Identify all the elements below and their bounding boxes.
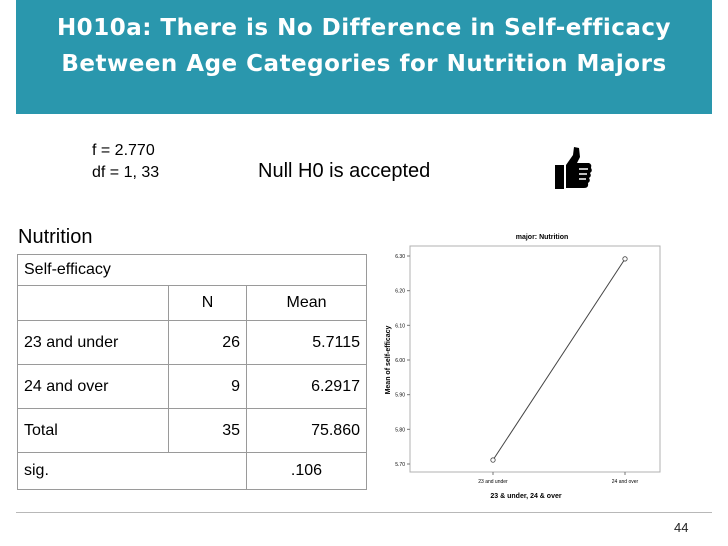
row-n: 9 [168, 364, 247, 409]
test-statistics: f = 2.770 df = 1, 33 [92, 140, 159, 184]
sig-label: sig. [17, 452, 247, 490]
series-line [490, 256, 628, 463]
column-header-mean: Mean [246, 285, 367, 321]
y-tick-label: 6.00 [395, 358, 405, 364]
table-row: 23 and under 26 5.7115 [17, 320, 367, 365]
thumbs-up-icon [555, 147, 592, 189]
f-statistic: f = 2.770 [92, 142, 155, 159]
x-tick-label: 24 and over [612, 479, 639, 485]
slide-title: H010a: There is No Difference in Self-ef… [56, 15, 672, 77]
y-tick-label: 5.80 [395, 427, 405, 433]
footer-rule [16, 512, 712, 513]
x-axis: 23 and under 24 and over [478, 472, 639, 485]
row-label: 23 and under [17, 320, 169, 365]
row-n: 35 [168, 408, 247, 453]
descriptives-table: Self-efficacy N Mean 23 and under 26 5.7… [17, 254, 367, 490]
y-tick-label: 5.70 [395, 462, 405, 468]
y-axis: 5.70 5.80 5.90 6.00 6.10 6.20 6.30 [395, 254, 410, 468]
y-tick-label: 6.20 [395, 289, 405, 295]
x-tick-label: 23 and under [478, 479, 508, 485]
x-axis-label: 23 & under, 24 & over [490, 493, 561, 500]
page-number: 44 [674, 520, 689, 535]
table-header: Self-efficacy [17, 254, 367, 286]
sig-value: .106 [246, 452, 367, 490]
row-mean: 5.7115 [246, 320, 367, 365]
plot-area [409, 245, 661, 473]
row-label: Total [17, 408, 169, 453]
y-axis-label: Mean of self-efficacy [385, 325, 392, 394]
row-mean: 6.2917 [246, 364, 367, 409]
y-tick-label: 5.90 [395, 393, 405, 399]
column-header-n: N [168, 285, 247, 321]
title-banner: H010a: There is No Difference in Self-ef… [16, 0, 712, 114]
table-row-sig: sig. .106 [17, 452, 367, 490]
row-mean: 75.860 [246, 408, 367, 453]
conclusion-text: Null H0 is accepted [258, 160, 431, 182]
degrees-of-freedom: df = 1, 33 [92, 164, 160, 181]
row-n: 26 [168, 320, 247, 365]
table-row: 24 and over 9 6.2917 [17, 364, 367, 409]
chart-background [378, 226, 668, 506]
column-header-label [17, 285, 169, 321]
chart-title: major: Nutrition [516, 234, 569, 241]
means-line-chart: major: Nutrition 5.70 5.80 5.90 6.00 6.10 6.2… [378, 226, 668, 506]
y-tick-label: 6.30 [395, 254, 405, 260]
table-caption: Nutrition [18, 226, 93, 248]
table-row: Total 35 75.860 [17, 408, 367, 453]
y-tick-label: 6.10 [395, 323, 405, 329]
data-point [622, 256, 628, 262]
row-label: 24 and over [17, 364, 169, 409]
series-path [492, 258, 626, 461]
data-point [490, 457, 496, 463]
